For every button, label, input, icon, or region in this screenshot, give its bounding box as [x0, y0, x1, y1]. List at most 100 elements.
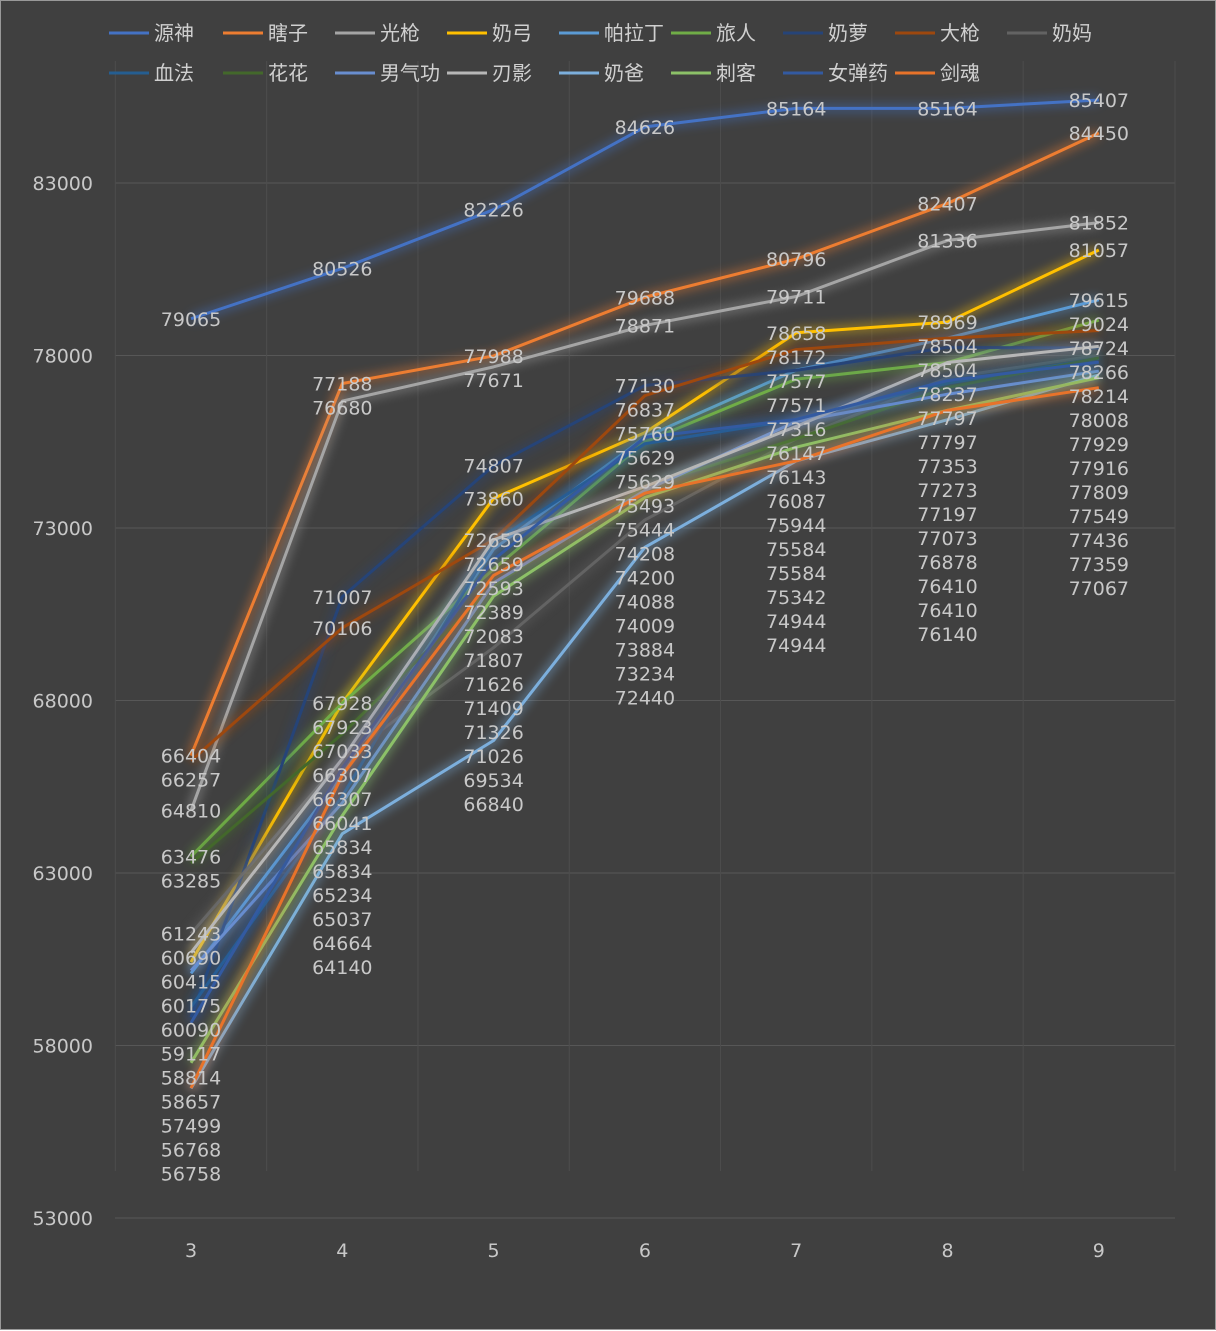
- data-label: 78724: [1069, 338, 1129, 360]
- data-label: 77671: [463, 370, 523, 392]
- legend-label: 旅人: [716, 21, 756, 45]
- data-label: 60175: [161, 996, 221, 1018]
- data-label: 71626: [463, 674, 523, 696]
- data-label: 58814: [161, 1068, 221, 1090]
- data-label: 76878: [917, 552, 977, 574]
- data-label: 81336: [917, 230, 977, 252]
- data-label: 75493: [615, 496, 675, 518]
- data-label: 72593: [463, 578, 523, 600]
- series-line-大枪: [190, 329, 1099, 762]
- series-line-刃影: [189, 344, 1099, 954]
- data-label: 78172: [766, 347, 826, 369]
- data-label: 82407: [917, 193, 977, 215]
- x-tick-label: 4: [336, 1240, 348, 1262]
- y-tick-label: 78000: [33, 346, 93, 368]
- legend-item-血法[interactable]: 血法: [109, 61, 194, 85]
- data-label: 79711: [766, 286, 826, 308]
- data-label: 77571: [766, 395, 826, 417]
- legend-item-奶爸[interactable]: 奶爸: [559, 61, 644, 85]
- x-tick-label: 6: [639, 1240, 651, 1262]
- data-label: 77929: [1069, 434, 1129, 456]
- data-label: 74009: [615, 616, 675, 638]
- legend-item-男气功[interactable]: 男气功: [335, 61, 440, 85]
- data-label: 67928: [312, 693, 372, 715]
- legend-label: 奶弓: [492, 21, 532, 45]
- data-label: 66257: [161, 770, 221, 792]
- legend-item-旅人[interactable]: 旅人: [671, 21, 756, 45]
- legend-item-刃影[interactable]: 刃影: [447, 61, 532, 85]
- data-label: 60415: [161, 972, 221, 994]
- series-line-源神: [190, 98, 1099, 321]
- data-label: 84450: [1069, 123, 1129, 145]
- data-label: 77197: [917, 504, 977, 526]
- legend-label: 源神: [154, 21, 194, 45]
- legend-item-花花[interactable]: 花花: [223, 61, 308, 85]
- data-label: 76837: [615, 400, 675, 422]
- x-tick-label: 9: [1093, 1240, 1105, 1262]
- legend-label: 奶爸: [604, 61, 644, 85]
- data-label: 76147: [766, 443, 826, 465]
- legend-item-源神[interactable]: 源神: [109, 21, 194, 45]
- data-label: 65037: [312, 909, 372, 931]
- data-label: 76680: [312, 398, 372, 420]
- data-label: 80526: [312, 258, 372, 280]
- data-label: 66404: [161, 746, 221, 768]
- data-label: 77188: [312, 374, 372, 396]
- legend-item-女弹药[interactable]: 女弹药: [783, 61, 888, 85]
- data-label: 78504: [917, 360, 977, 382]
- data-label: 76087: [766, 491, 826, 513]
- legend-item-瞎子[interactable]: 瞎子: [223, 21, 308, 45]
- y-tick-label: 68000: [33, 691, 93, 713]
- legend-label: 血法: [154, 61, 194, 85]
- series-line-剑魂: [189, 386, 1100, 1089]
- x-tick-label: 5: [488, 1240, 500, 1262]
- y-tick-label: 73000: [33, 518, 93, 540]
- data-label: 75444: [615, 520, 675, 542]
- data-label: 72659: [463, 554, 523, 576]
- legend-label: 帕拉丁: [604, 21, 664, 45]
- data-label: 77359: [1069, 554, 1129, 576]
- data-label: 71409: [463, 698, 523, 720]
- data-label: 64664: [312, 933, 372, 955]
- legend-item-帕拉丁[interactable]: 帕拉丁: [559, 21, 664, 45]
- data-label: 72659: [463, 530, 523, 552]
- data-label: 60690: [161, 948, 221, 970]
- data-label: 77916: [1069, 458, 1129, 480]
- legend-label: 瞎子: [268, 21, 308, 45]
- legend-item-刺客[interactable]: 刺客: [671, 61, 756, 85]
- data-label: 67033: [312, 741, 372, 763]
- data-label: 80796: [766, 249, 826, 271]
- legend-item-光枪[interactable]: 光枪: [335, 21, 420, 45]
- data-label: 76410: [917, 576, 977, 598]
- data-label: 72440: [615, 688, 675, 710]
- data-label: 76143: [766, 467, 826, 489]
- y-axis: 53000 58000 63000 68000 73000 78000 83000: [33, 173, 93, 1230]
- data-label: 74200: [615, 568, 675, 590]
- legend-item-奶萝[interactable]: 奶萝: [783, 21, 868, 45]
- data-label: 71807: [463, 650, 523, 672]
- legend-label: 大枪: [940, 21, 980, 45]
- data-label: 78266: [1069, 362, 1129, 384]
- data-label: 78969: [917, 312, 977, 334]
- x-tick-label: 8: [941, 1240, 953, 1262]
- data-label: 77577: [766, 371, 826, 393]
- y-tick-label: 63000: [33, 863, 93, 885]
- data-label: 78658: [766, 323, 826, 345]
- data-label: 78237: [917, 384, 977, 406]
- legend-item-奶弓[interactable]: 奶弓: [447, 21, 532, 45]
- legend-item-剑魂[interactable]: 剑魂: [895, 61, 980, 85]
- data-label: 78504: [917, 336, 977, 358]
- data-label: 56758: [161, 1164, 221, 1186]
- data-label: 65834: [312, 861, 372, 883]
- data-label: 63285: [161, 871, 221, 893]
- legend-item-大枪[interactable]: 大枪: [895, 21, 980, 45]
- data-label: 75760: [615, 424, 675, 446]
- data-label: 65834: [312, 837, 372, 859]
- data-label: 77436: [1069, 530, 1129, 552]
- data-label: 65234: [312, 885, 372, 907]
- legend-item-奶妈[interactable]: 奶妈: [1007, 21, 1092, 45]
- data-label: 75944: [766, 515, 826, 537]
- data-label: 69534: [463, 770, 523, 792]
